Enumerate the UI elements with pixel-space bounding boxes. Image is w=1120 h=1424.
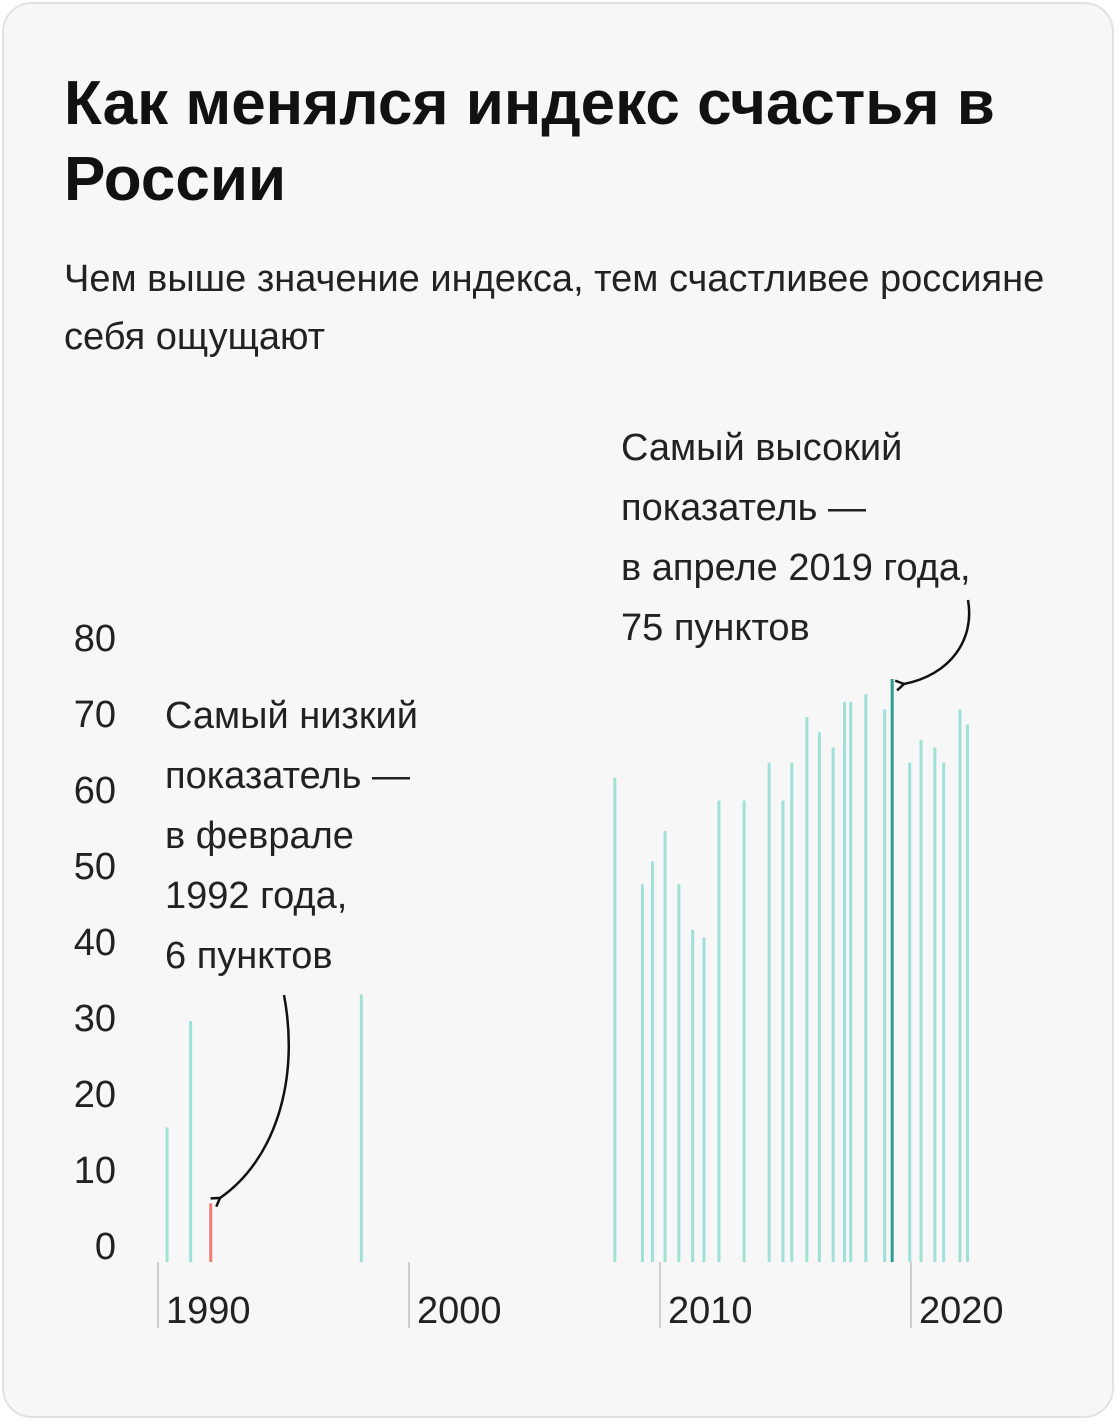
bar <box>189 1021 193 1262</box>
x-tick-label: 2010 <box>668 1290 753 1332</box>
annotation: 6 пунктов <box>165 935 333 977</box>
bar <box>933 747 937 1262</box>
bar <box>717 800 721 1262</box>
bar <box>908 762 912 1262</box>
y-tick-label: 40 <box>74 922 116 964</box>
bar <box>919 739 923 1262</box>
bar <box>677 884 681 1262</box>
arrow <box>904 599 971 684</box>
bar <box>650 861 654 1262</box>
bar <box>781 800 785 1262</box>
y-tick-label: 60 <box>74 770 116 812</box>
bar <box>209 1203 213 1262</box>
bar <box>942 762 946 1262</box>
y-tick-label: 20 <box>74 1074 116 1116</box>
x-tick-label: 1990 <box>166 1290 251 1332</box>
bar <box>890 679 894 1262</box>
annotation: 1992 года, <box>165 875 347 917</box>
y-tick-label: 30 <box>74 998 116 1040</box>
bar <box>702 937 706 1262</box>
bar <box>613 777 617 1262</box>
arrow <box>220 994 290 1198</box>
annotation: Самый низкий <box>165 695 418 737</box>
bar <box>831 747 835 1262</box>
bar <box>691 929 695 1262</box>
bar <box>883 709 887 1262</box>
bar <box>805 717 809 1262</box>
annotation: Самый высокий <box>621 427 902 469</box>
bar <box>742 800 746 1262</box>
y-tick-label: 80 <box>74 618 116 660</box>
bar <box>849 701 853 1262</box>
bar <box>663 831 667 1262</box>
y-tick-label: 0 <box>95 1226 116 1268</box>
annotation: показатель — <box>165 755 410 797</box>
bar <box>842 701 846 1262</box>
annotation: в феврале <box>165 815 354 857</box>
bar <box>165 1127 169 1262</box>
bar <box>864 694 868 1262</box>
bar <box>640 884 644 1262</box>
y-tick-label: 10 <box>74 1150 116 1192</box>
chart-title: Как менялся индекс счастья в России <box>64 69 995 214</box>
x-tick-label: 2020 <box>919 1290 1004 1332</box>
bar <box>958 709 962 1262</box>
bar <box>790 762 794 1262</box>
y-tick-label: 70 <box>74 694 116 736</box>
annotation: показатель — <box>621 487 866 529</box>
bar <box>965 724 969 1262</box>
y-tick-label: 50 <box>74 846 116 888</box>
annotation: 75 пунктов <box>621 607 810 649</box>
annotation: в апреле 2019 года, <box>621 547 971 589</box>
bar <box>817 732 821 1262</box>
chart-subtitle: Чем выше значение индекса, тем счастливе… <box>64 258 1045 358</box>
bar <box>767 762 771 1262</box>
bar <box>359 994 363 1262</box>
x-tick-label: 2000 <box>417 1290 502 1332</box>
